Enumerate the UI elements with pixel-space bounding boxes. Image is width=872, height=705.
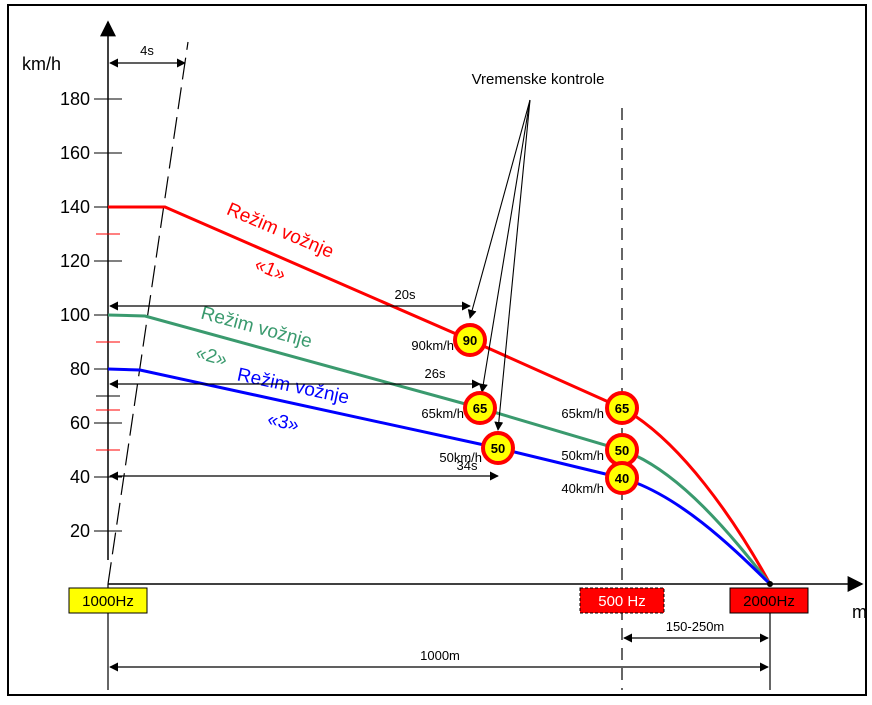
- x-axis-unit: m: [852, 602, 867, 622]
- y-tick-label: 80: [70, 359, 90, 379]
- mode-3-label: Režim vožnje «3»: [235, 364, 351, 436]
- duration-26s-label: 26s: [425, 366, 446, 381]
- sign-disc: [463, 391, 497, 425]
- balise-label: 2000Hz: [743, 593, 795, 610]
- mode-3-number: «3»: [265, 409, 300, 436]
- speed-label-65: 65km/h: [421, 406, 464, 421]
- total-distance-label: 1000m: [420, 648, 460, 663]
- time-controls-label: Vremenske kontrole: [472, 71, 605, 88]
- balise-2000hz: 2000Hz: [729, 587, 809, 614]
- speed-label-90: 90km/h: [411, 338, 454, 353]
- figure-frame: [7, 4, 867, 696]
- y-tick-label: 20: [70, 521, 90, 541]
- y-tick-label: 40: [70, 467, 90, 487]
- mode-1-label: Režim vožnje «1»: [224, 199, 337, 286]
- braking-distance-label: 150-250m: [666, 619, 725, 634]
- duration-34s-label: 34s: [457, 458, 478, 473]
- y-tick-label: 140: [60, 197, 90, 217]
- pointer-to-65: [478, 99, 531, 393]
- sign-disc: [481, 431, 515, 465]
- y-tick-label: 160: [60, 143, 90, 163]
- speed-sign-65: 65: [463, 391, 497, 425]
- balise-500hz: 500 Hz: [579, 587, 665, 614]
- sign-value: 50: [615, 443, 629, 458]
- pointer-to-50: [494, 99, 531, 431]
- y-tick-label: 100: [60, 305, 90, 325]
- balise-box: [729, 587, 809, 614]
- time-4s-label: 4s: [140, 43, 154, 58]
- end-label-50: 50km/h: [561, 448, 604, 463]
- y-axis-unit: km/h: [22, 54, 61, 74]
- sign-value: 90: [463, 333, 477, 348]
- mode-2-label: Režim vožnje «2»: [193, 303, 314, 371]
- end-label-40: 40km/h: [561, 481, 604, 496]
- mode-1-title: Režim vožnje: [224, 199, 337, 263]
- sign-disc: [605, 461, 639, 495]
- sign-disc: [605, 391, 639, 425]
- end-sign-40: 40: [605, 461, 639, 495]
- y-tick-label: 180: [60, 89, 90, 109]
- speed-sign-50: 50: [481, 431, 515, 465]
- curves-endpoint: [767, 581, 773, 587]
- balise-box: [579, 587, 665, 614]
- end-sign-50: 50: [605, 433, 639, 467]
- sign-value: 65: [615, 401, 629, 416]
- y-tick-label: 120: [60, 251, 90, 271]
- end-label-65: 65km/h: [561, 406, 604, 421]
- sign-disc: [453, 323, 487, 357]
- sign-value: 65: [473, 401, 487, 416]
- time-controls-pointers: [467, 99, 531, 431]
- y-tick-labels: 180 160 140 120 100 80 60 40 20: [60, 89, 90, 541]
- y-tick-label: 60: [70, 413, 90, 433]
- speed-sign-90: 90: [453, 323, 487, 357]
- balise-label: 500 Hz: [598, 593, 646, 610]
- end-sign-65: 65: [605, 391, 639, 425]
- balise-1000hz: 1000Hz: [68, 587, 148, 614]
- time-reference-line: [107, 41, 189, 585]
- mode-2-number: «2»: [193, 342, 229, 370]
- sign-value: 50: [491, 441, 505, 456]
- balise-label: 1000Hz: [82, 593, 134, 610]
- duration-20s-label: 20s: [395, 287, 416, 302]
- sign-value: 40: [615, 471, 629, 486]
- balise-box: [68, 587, 148, 614]
- speed-label-50: 50km/h: [439, 450, 482, 465]
- pointer-to-90: [467, 99, 531, 319]
